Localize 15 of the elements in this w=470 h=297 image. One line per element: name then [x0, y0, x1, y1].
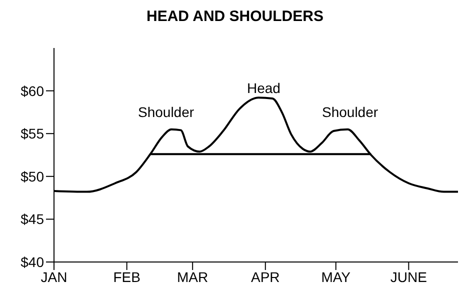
x-tick-label: JAN [40, 268, 68, 285]
x-tick-label: MAY [321, 268, 352, 285]
y-tick-label: $50 [20, 168, 44, 184]
y-tick-label: $60 [20, 82, 44, 99]
y-tick-label: $45 [20, 211, 44, 228]
y-tick-label: $55 [20, 126, 44, 142]
chart-title: HEAD AND SHOULDERS [146, 8, 324, 27]
x-tick-label: APR [250, 268, 280, 285]
x-tick-label: FEB [113, 268, 140, 285]
x-tick-label: MAR [177, 268, 208, 285]
annotation: Shoulder [138, 104, 194, 120]
annotation: Head [247, 80, 280, 96]
y-tick-label: $40 [20, 254, 44, 270]
x-tick-label: JUNE [390, 268, 427, 285]
annotation: Shoulder [322, 104, 378, 120]
